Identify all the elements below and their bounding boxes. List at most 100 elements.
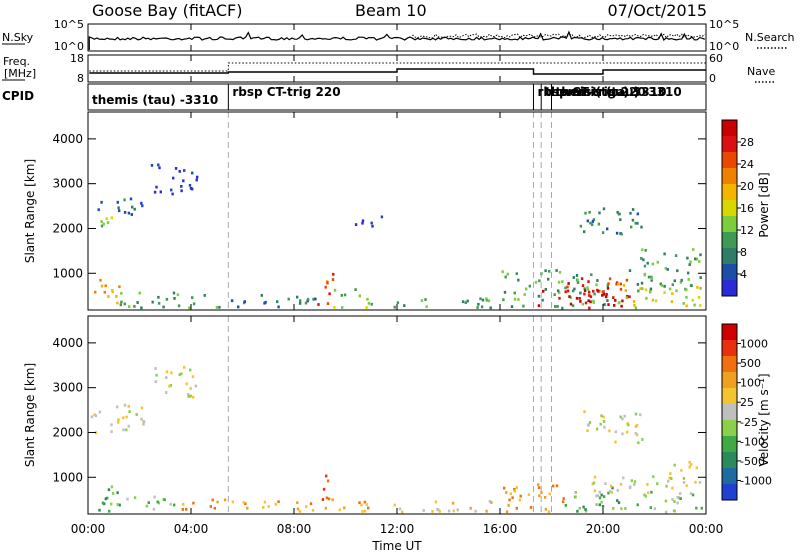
echo-cell xyxy=(529,506,533,509)
echo-cell xyxy=(354,288,357,291)
colorbar-swatch xyxy=(722,136,737,153)
echo-cell xyxy=(107,488,111,492)
echo-cell xyxy=(566,285,569,289)
echo-cell xyxy=(502,298,505,302)
echo-cell xyxy=(616,499,619,502)
echo-cell xyxy=(123,211,127,214)
echo-cell xyxy=(140,201,143,205)
echo-cell xyxy=(692,248,695,251)
echo-cell xyxy=(116,200,119,204)
echo-cell xyxy=(609,490,612,493)
echo-cell xyxy=(425,305,428,309)
echo-cell xyxy=(296,507,300,511)
echo-cell xyxy=(685,484,688,488)
echo-cell xyxy=(663,291,666,294)
echo-cell xyxy=(309,502,313,506)
echo-cell xyxy=(110,216,113,220)
power-panel-frame xyxy=(87,111,707,311)
echo-cell xyxy=(100,224,104,228)
echo-cell xyxy=(115,295,118,298)
echo-cell xyxy=(171,192,174,196)
echo-cell xyxy=(651,262,655,266)
colorbar-tick-label: 1000 xyxy=(740,338,768,351)
echo-cell xyxy=(637,289,640,293)
echo-cell xyxy=(398,507,402,511)
echo-cell xyxy=(623,414,626,418)
echo-cell xyxy=(105,217,108,221)
noise-left-label: N.Sky xyxy=(2,31,34,44)
echo-cell xyxy=(361,221,364,225)
echo-cell xyxy=(178,373,181,377)
echo-cell xyxy=(640,225,643,229)
echo-cell xyxy=(116,503,119,506)
echo-cell xyxy=(696,286,699,289)
echo-cell xyxy=(277,500,280,504)
echo-cell xyxy=(601,505,605,508)
power-colorbar: 28 24 20 16 12 8 4 xyxy=(721,119,754,297)
echo-cell xyxy=(673,500,676,503)
echo-cell xyxy=(689,260,692,264)
echo-cell xyxy=(189,187,193,190)
echo-cell xyxy=(590,273,593,277)
echo-cell xyxy=(691,493,695,497)
x-tick-label: 00:00 xyxy=(71,522,106,536)
echo-cell xyxy=(602,207,606,211)
echo-cell xyxy=(515,272,518,276)
velocity-axes: 1000 2000 3000 4000 xyxy=(52,336,706,484)
echo-cell xyxy=(543,496,547,499)
echo-cell xyxy=(213,506,216,510)
echo-cell xyxy=(262,506,265,509)
echo-cell xyxy=(341,306,344,309)
echo-cell xyxy=(639,287,642,290)
power-axes: 1000 2000 3000 4000 xyxy=(52,132,706,280)
echo-cell xyxy=(393,503,396,507)
echo-cell xyxy=(538,279,541,283)
echo-cell xyxy=(547,277,550,281)
echo-cell xyxy=(503,290,507,294)
colorbar-swatch xyxy=(722,120,737,137)
echo-cell xyxy=(600,414,603,418)
echo-cell xyxy=(187,393,190,396)
echo-cell xyxy=(561,500,565,504)
echo-cell xyxy=(103,502,106,506)
echo-cell xyxy=(489,306,492,310)
colorbar-tick-label: -500 xyxy=(740,455,765,468)
echo-cell xyxy=(447,509,451,513)
echo-cell xyxy=(296,501,299,505)
echo-cell xyxy=(592,289,595,293)
echo-cell xyxy=(614,440,617,444)
echo-cell xyxy=(593,292,596,296)
echo-cell xyxy=(189,368,192,372)
echo-cell xyxy=(180,372,183,376)
echo-cell xyxy=(632,300,636,303)
echo-cell xyxy=(602,420,606,423)
colorbar-tick-label: 28 xyxy=(740,136,754,149)
echo-cell xyxy=(183,365,186,369)
echo-cell xyxy=(694,257,697,261)
echo-cell xyxy=(246,506,249,510)
echo-cell xyxy=(130,213,133,216)
cpid-segment-label: rbsp CT-trig 220 xyxy=(232,85,340,99)
echo-cell xyxy=(589,300,592,304)
echo-cell xyxy=(537,486,541,490)
echo-cell xyxy=(593,475,597,479)
echo-cell xyxy=(123,198,126,202)
echo-cell xyxy=(90,415,94,419)
echo-cell xyxy=(154,367,157,370)
echo-cell xyxy=(580,277,584,281)
echo-cell xyxy=(153,495,156,499)
echo-cell xyxy=(589,221,592,225)
echo-cell xyxy=(641,287,644,291)
echo-cell xyxy=(182,503,185,506)
echo-cell xyxy=(422,509,425,512)
echo-cell xyxy=(370,302,373,306)
echo-cell xyxy=(110,485,114,489)
echo-cell xyxy=(586,287,590,291)
echo-cell xyxy=(110,423,113,427)
echo-cell xyxy=(566,289,570,293)
echo-cell xyxy=(564,290,567,294)
echo-cell xyxy=(575,274,579,277)
echo-cell xyxy=(586,219,589,223)
freq-left-label-2: [MHz] xyxy=(4,67,36,80)
colorbar-swatch xyxy=(722,340,737,357)
